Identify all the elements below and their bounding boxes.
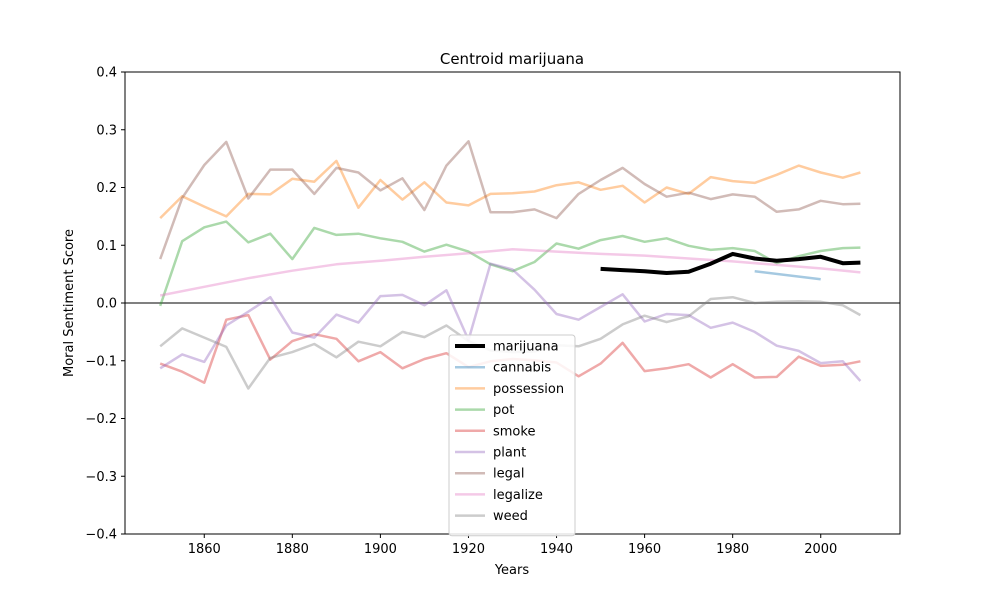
x-axis-label: Years: [494, 563, 530, 578]
series-line-plant: [159, 262, 862, 382]
x-tick-label: 1940: [540, 542, 573, 557]
series-layer: [159, 140, 862, 390]
legend-label-marijuana: marijuana: [493, 340, 559, 355]
legend-label-legalize: legalize: [493, 488, 543, 503]
series-line-pot: [159, 220, 861, 307]
x-tick-label: 1960: [628, 542, 661, 557]
y-tick-label: −0.3: [85, 470, 117, 485]
x-tick-label: 1900: [364, 542, 397, 557]
series-line-legal: [159, 140, 861, 260]
legend-label-cannabis: cannabis: [493, 361, 551, 376]
legend-label-weed: weed: [493, 509, 528, 524]
x-tick-label: 1980: [716, 542, 749, 557]
series-line-marijuana: [600, 251, 861, 275]
y-axis: −0.4 −0.3 −0.2 −0.1 0.0 0.1 0.2 0.3 0.4: [85, 66, 125, 543]
y-tick-label: 0.1: [96, 239, 117, 254]
legend-label-possession: possession: [493, 382, 564, 397]
y-tick-label: −0.4: [85, 528, 117, 543]
legend-label-smoke: smoke: [493, 424, 535, 439]
y-tick-label: −0.1: [85, 354, 117, 369]
x-tick-label: 1880: [276, 542, 309, 557]
series-line-legalize: [159, 248, 861, 297]
y-tick-label: 0.4: [96, 66, 117, 81]
legend: marijuana cannabis possession pot smoke plant…: [448, 334, 576, 537]
series-line-possession: [159, 159, 861, 219]
x-tick-label: 1860: [188, 542, 221, 557]
legend-box: [448, 334, 576, 537]
x-tick-label: 2000: [804, 542, 837, 557]
y-tick-label: 0.3: [96, 123, 117, 138]
series-line-cannabis: [754, 269, 821, 281]
y-tick-label: 0.0: [96, 297, 117, 312]
legend-label-legal: legal: [493, 467, 524, 482]
y-tick-label: 0.2: [96, 181, 117, 196]
legend-label-pot: pot: [493, 403, 514, 418]
chart-title: Centroid marijuana: [440, 50, 584, 68]
y-axis-label: Moral Sentiment Score: [62, 229, 77, 377]
y-tick-label: −0.2: [85, 412, 117, 427]
x-tick-label: 1920: [452, 542, 485, 557]
legend-label-plant: plant: [493, 446, 526, 461]
